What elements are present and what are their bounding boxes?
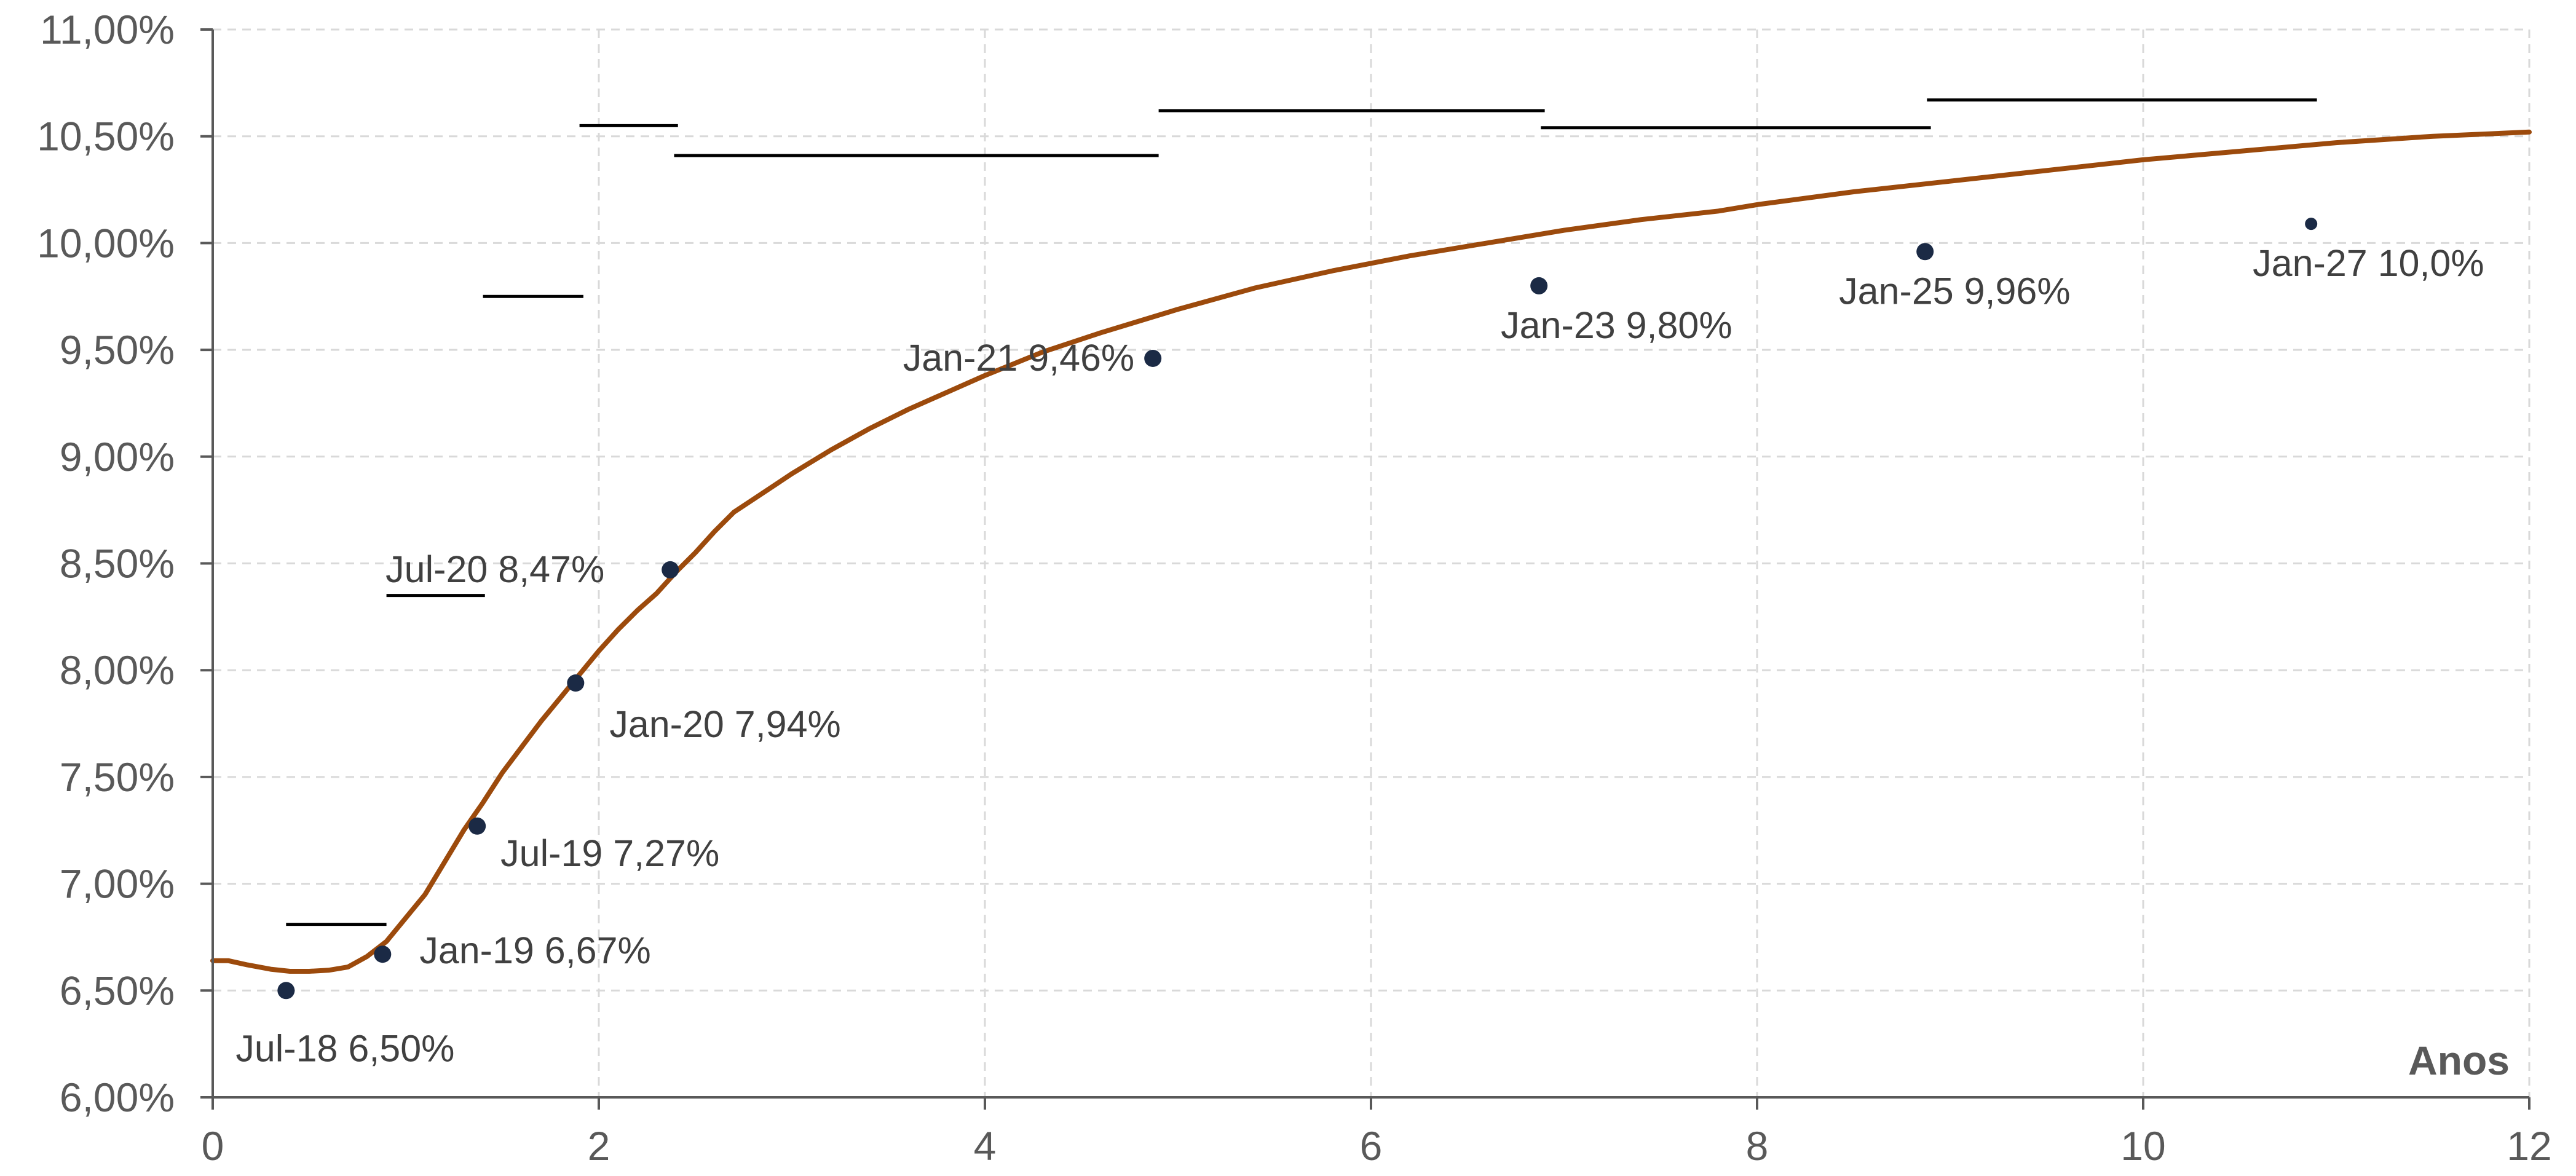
x-tick-label: 4 bbox=[974, 1123, 997, 1169]
data-point bbox=[1530, 277, 1548, 294]
data-point bbox=[2305, 218, 2318, 231]
data-point bbox=[567, 674, 585, 692]
data-point-label: Jul-19 7,27% bbox=[500, 832, 719, 874]
x-tick-label: 12 bbox=[2507, 1123, 2551, 1169]
x-tick-label: 2 bbox=[588, 1123, 610, 1169]
y-tick-label: 6,00% bbox=[60, 1075, 175, 1120]
data-point bbox=[1144, 349, 1162, 367]
x-tick-label: 6 bbox=[1360, 1123, 1383, 1169]
y-tick-label: 8,00% bbox=[60, 647, 175, 693]
yield-curve-line bbox=[210, 129, 2532, 974]
y-axis-tick-labels: 6,00% 6,50% 7,00% 7,50% 8,00% 8,50% 9,00% 9,50%… bbox=[37, 7, 175, 1120]
data-point bbox=[374, 945, 392, 963]
y-tick-label: 7,00% bbox=[60, 861, 175, 907]
data-point bbox=[277, 982, 295, 1000]
data-point bbox=[662, 561, 679, 578]
data-point-label: Jan-20 7,94% bbox=[609, 703, 840, 745]
data-points: Jul-18 6,50% Jan-19 6,67% Jul-19 7,27% Jan-… bbox=[235, 218, 2484, 1069]
y-tick-label: 9,50% bbox=[60, 327, 175, 373]
axes bbox=[200, 28, 2531, 1110]
y-tick-label: 11,00% bbox=[40, 7, 175, 52]
y-tick-label: 8,50% bbox=[60, 541, 175, 586]
forward-rate-segments bbox=[286, 98, 2317, 926]
gridlines bbox=[213, 28, 2531, 1097]
data-point-label: Jan-19 6,67% bbox=[419, 929, 650, 971]
x-tick-label: 0 bbox=[202, 1123, 224, 1169]
data-point-label: Jan-21 9,46% bbox=[903, 337, 1134, 379]
y-tick-label: 10,00% bbox=[37, 220, 175, 266]
y-tick-label: 9,00% bbox=[60, 434, 175, 479]
data-point-label: Jul-18 6,50% bbox=[235, 1027, 454, 1069]
y-tick-label: 6,50% bbox=[60, 968, 175, 1013]
data-point-label: Jul-20 8,47% bbox=[385, 548, 604, 590]
y-tick-label: 7,50% bbox=[60, 754, 175, 800]
x-axis-title: Anos bbox=[2408, 1038, 2510, 1083]
x-axis-tick-labels: 0 2 4 6 8 10 12 bbox=[202, 1123, 2552, 1169]
data-point-label: Jan-25 9,96% bbox=[1839, 270, 2070, 312]
data-point bbox=[1916, 243, 1934, 261]
data-point bbox=[468, 817, 486, 835]
x-tick-label: 10 bbox=[2120, 1123, 2165, 1169]
data-point-label: Jan-27 10,0% bbox=[2253, 242, 2484, 284]
y-tick-label: 10,50% bbox=[37, 114, 175, 159]
data-point-label: Jan-23 9,80% bbox=[1501, 304, 1732, 346]
x-tick-label: 8 bbox=[1746, 1123, 1769, 1169]
